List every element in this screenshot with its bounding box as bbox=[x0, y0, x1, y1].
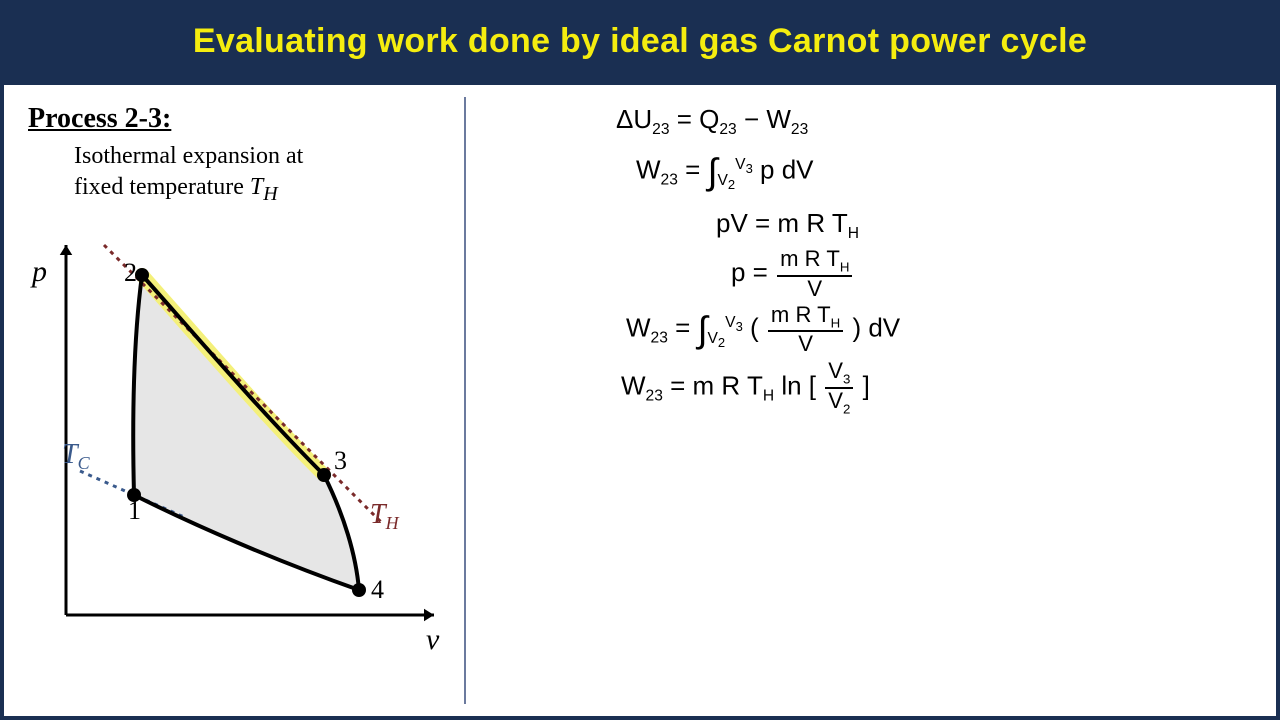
equation-line: ΔU23 = Q23 − W23 bbox=[506, 99, 1246, 142]
point-4 bbox=[352, 583, 366, 597]
y-axis-label: p bbox=[30, 255, 47, 288]
isotherm-tc-label: TC bbox=[62, 439, 91, 473]
slide-frame: Evaluating work done by ideal gas Carnot… bbox=[0, 0, 1280, 720]
slide-title: Evaluating work done by ideal gas Carnot… bbox=[24, 22, 1256, 61]
x-axis-label: v bbox=[426, 623, 440, 656]
process-description: Isothermal expansion at fixed temperatur… bbox=[74, 141, 454, 207]
process-desc-line1: Isothermal expansion at bbox=[74, 143, 303, 169]
y-axis-arrow bbox=[60, 245, 73, 255]
pv-diagram-svg: v p 1 2 3 4 TH TC bbox=[14, 215, 454, 665]
point-label-3: 3 bbox=[334, 446, 347, 475]
point-3 bbox=[317, 468, 331, 482]
point-2 bbox=[135, 268, 149, 282]
cycle-fill bbox=[133, 275, 359, 590]
equation-line: pV = m R TH bbox=[506, 203, 1246, 246]
equation-line: W23 = ∫V2V3 ( m R THV ) dV bbox=[506, 302, 1246, 358]
equation-line: p = m R THV bbox=[506, 248, 1246, 300]
point-label-2: 2 bbox=[124, 258, 137, 287]
equation-line: W23 = ∫V2V3 p dV bbox=[506, 144, 1246, 200]
pv-diagram: v p 1 2 3 4 TH TC bbox=[14, 215, 454, 665]
x-axis-arrow bbox=[424, 609, 434, 622]
equations-panel: ΔU23 = Q23 − W23W23 = ∫V2V3 p dVpV = m R… bbox=[466, 85, 1276, 716]
title-bar: Evaluating work done by ideal gas Carnot… bbox=[4, 4, 1276, 85]
content-area: Process 2-3: Isothermal expansion at fix… bbox=[4, 85, 1276, 716]
left-panel: Process 2-3: Isothermal expansion at fix… bbox=[4, 85, 464, 716]
process-desc-line2: fixed temperature bbox=[74, 174, 250, 200]
temp-symbol: TH bbox=[250, 174, 278, 200]
point-label-4: 4 bbox=[371, 575, 384, 604]
process-heading: Process 2-3: bbox=[28, 103, 454, 135]
equation-line: W23 = m R TH ln [ V3V2 ] bbox=[506, 360, 1246, 415]
isotherm-th-label: TH bbox=[370, 499, 400, 533]
point-label-1: 1 bbox=[128, 496, 141, 525]
